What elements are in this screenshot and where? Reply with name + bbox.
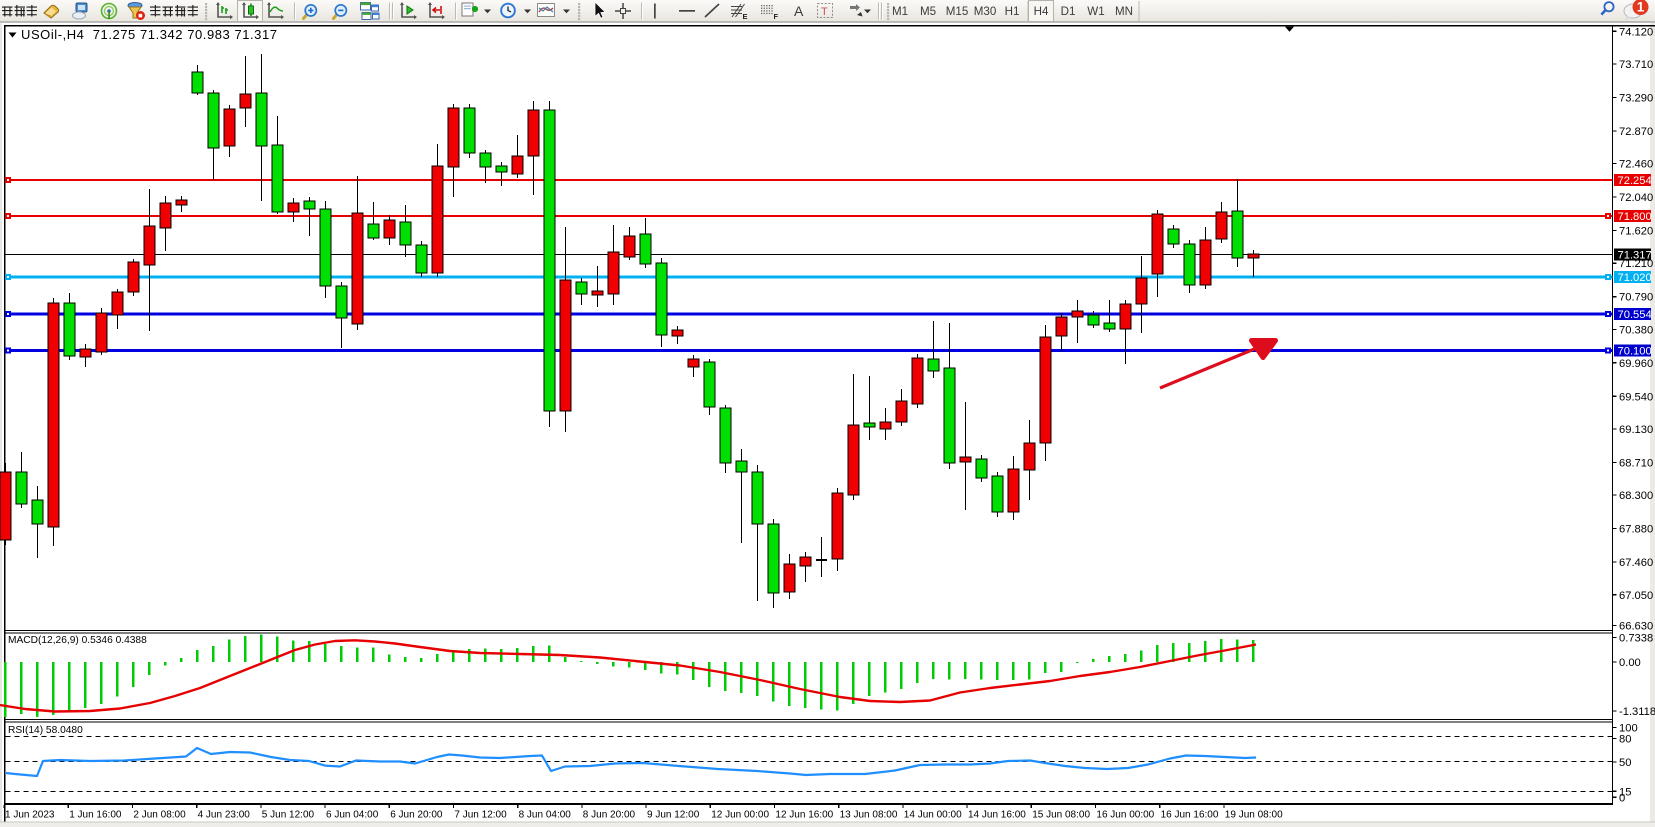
svg-text:A: A — [794, 3, 804, 19]
svg-text:M1: M1 — [892, 5, 908, 18]
svg-text:9 Jun 12:00: 9 Jun 12:00 — [647, 810, 700, 821]
svg-text:14 Jun 00:00: 14 Jun 00:00 — [904, 810, 962, 821]
svg-text:0: 0 — [1619, 792, 1625, 804]
svg-text:D1: D1 — [1061, 5, 1076, 18]
svg-text:6 Jun 04:00: 6 Jun 04:00 — [326, 810, 379, 821]
svg-text:69.130: 69.130 — [1619, 424, 1653, 436]
svg-text:70.554: 70.554 — [1618, 309, 1652, 321]
svg-text:15: 15 — [1619, 786, 1631, 798]
svg-text:12 Jun 00:00: 12 Jun 00:00 — [711, 810, 769, 821]
svg-text:70.380: 70.380 — [1619, 324, 1653, 336]
svg-text:80: 80 — [1619, 734, 1631, 746]
svg-text:73.710: 73.710 — [1619, 59, 1653, 71]
svg-text:4 Jun 23:00: 4 Jun 23:00 — [198, 810, 251, 821]
svg-text:M30: M30 — [974, 5, 997, 18]
svg-text:16 Jun 00:00: 16 Jun 00:00 — [1096, 810, 1154, 821]
svg-text:16 Jun 16:00: 16 Jun 16:00 — [1161, 810, 1219, 821]
svg-text:RSI(14) 58.0480: RSI(14) 58.0480 — [8, 725, 83, 736]
svg-text:M15: M15 — [946, 5, 969, 18]
svg-text:70.790: 70.790 — [1619, 292, 1653, 304]
svg-text:72.870: 72.870 — [1619, 126, 1653, 138]
svg-text:USOil-,H4 71.275 71.342 70.98: USOil-,H4 71.275 71.342 70.983 71.317 — [21, 27, 278, 42]
svg-text:0.7338: 0.7338 — [1619, 633, 1653, 645]
svg-text:7 Jun 12:00: 7 Jun 12:00 — [454, 810, 507, 821]
svg-text:12 Jun 16:00: 12 Jun 16:00 — [775, 810, 833, 821]
svg-text:71.317: 71.317 — [1618, 250, 1652, 262]
svg-text:5 Jun 12:00: 5 Jun 12:00 — [262, 810, 315, 821]
svg-text:14 Jun 16:00: 14 Jun 16:00 — [968, 810, 1026, 821]
svg-text:1 Jun 16:00: 1 Jun 16:00 — [69, 810, 122, 821]
svg-text:MN: MN — [1115, 5, 1133, 18]
svg-text:E: E — [743, 12, 748, 21]
svg-text:H1: H1 — [1005, 5, 1020, 18]
svg-text:67.460: 67.460 — [1619, 557, 1653, 569]
svg-text:70.100: 70.100 — [1618, 346, 1652, 358]
svg-text:68.710: 68.710 — [1619, 458, 1653, 470]
svg-text:71.800: 71.800 — [1618, 211, 1652, 223]
svg-text:W1: W1 — [1087, 5, 1104, 18]
svg-text:0.00: 0.00 — [1619, 657, 1641, 669]
svg-text:1 Jun 2023: 1 Jun 2023 — [5, 810, 55, 821]
svg-text:73.290: 73.290 — [1619, 93, 1653, 105]
svg-text:74.120: 74.120 — [1619, 26, 1653, 38]
svg-text:8 Jun 04:00: 8 Jun 04:00 — [519, 810, 572, 821]
svg-text:19 Jun 08:00: 19 Jun 08:00 — [1225, 810, 1283, 821]
svg-text:72.040: 72.040 — [1619, 192, 1653, 204]
svg-text:H4: H4 — [1034, 5, 1049, 18]
svg-text:2 Jun 08:00: 2 Jun 08:00 — [133, 810, 186, 821]
svg-text:71.620: 71.620 — [1619, 226, 1653, 238]
svg-text:67.050: 67.050 — [1619, 590, 1653, 602]
svg-text:72.460: 72.460 — [1619, 159, 1653, 171]
svg-text:72.254: 72.254 — [1618, 175, 1652, 187]
svg-text:50: 50 — [1619, 757, 1631, 769]
svg-text:1: 1 — [1637, 0, 1645, 15]
svg-text:F: F — [774, 12, 779, 21]
svg-text:MACD(12,26,9) 0.5346 0.4388: MACD(12,26,9) 0.5346 0.4388 — [8, 635, 147, 646]
svg-text:69.540: 69.540 — [1619, 391, 1653, 403]
svg-text:100: 100 — [1619, 723, 1638, 735]
svg-text:69.960: 69.960 — [1619, 358, 1653, 370]
svg-text:8 Jun 20:00: 8 Jun 20:00 — [583, 810, 636, 821]
svg-text:66.630: 66.630 — [1619, 621, 1653, 633]
svg-text:T: T — [821, 6, 828, 18]
svg-text:13 Jun 08:00: 13 Jun 08:00 — [840, 810, 898, 821]
svg-text:71.210: 71.210 — [1619, 258, 1653, 270]
svg-text:6 Jun 20:00: 6 Jun 20:00 — [390, 810, 443, 821]
svg-text:-1.3118: -1.3118 — [1619, 706, 1655, 718]
svg-text:M5: M5 — [920, 5, 936, 18]
svg-text:67.880: 67.880 — [1619, 524, 1653, 536]
svg-text:71.020: 71.020 — [1618, 272, 1652, 284]
svg-text:68.300: 68.300 — [1619, 490, 1653, 502]
svg-text:15 Jun 08:00: 15 Jun 08:00 — [1032, 810, 1090, 821]
